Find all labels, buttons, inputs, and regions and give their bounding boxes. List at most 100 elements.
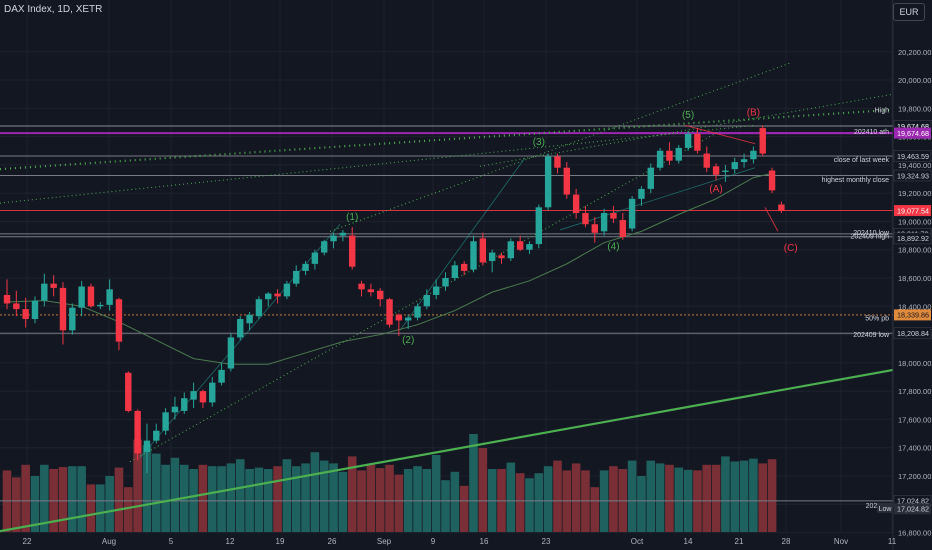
candle-body (507, 241, 515, 259)
volume-bar (40, 464, 49, 532)
candle-body (526, 244, 533, 250)
candle-body (367, 289, 375, 293)
candle-body (31, 300, 39, 320)
volume-bar (543, 466, 553, 532)
candle-body (265, 293, 272, 300)
trendline (0, 108, 894, 171)
volume-bar (441, 480, 450, 532)
candle-body (414, 306, 421, 318)
price-tag-bg (894, 309, 931, 321)
trendline (0, 124, 756, 204)
candle-body (293, 270, 300, 284)
candle-body (778, 204, 785, 211)
x-tick-label: 5 (169, 537, 174, 546)
candle-body (591, 224, 598, 233)
trendline (399, 157, 526, 331)
volume-bar (273, 466, 282, 532)
low-badge: Low (879, 506, 893, 513)
currency-button[interactable]: EUR (893, 3, 925, 21)
x-tick-label: 14 (684, 537, 693, 546)
volume-bar (646, 460, 656, 532)
volume-bar (702, 464, 712, 532)
volume-bar (394, 474, 404, 532)
wave-labels: (1) (2) (3) (4) (5) (A) (B) (C) (346, 107, 798, 346)
volume-bar (385, 464, 394, 532)
level-annotation: 202409 high (850, 234, 889, 241)
volume-bar (329, 463, 338, 532)
y-tick-label: 17,800.00 (898, 387, 931, 396)
price-tag: 17,024.82 (897, 497, 929, 506)
candle-body (451, 265, 459, 279)
candle-body (22, 309, 29, 320)
x-tick-label: Oct (631, 537, 644, 546)
candle-body (330, 235, 337, 242)
candle-body (3, 294, 11, 304)
candle-body (432, 286, 440, 295)
y-tick-label: 18,600.00 (898, 274, 931, 283)
candle-body (13, 303, 20, 310)
trendline (684, 124, 756, 145)
candle-body (321, 241, 328, 253)
wave-label: (3) (533, 137, 545, 148)
y-tick-label: 18,400.00 (898, 302, 931, 311)
trendlines (0, 62, 894, 533)
candle-body (759, 128, 766, 154)
y-tick-label: 17,600.00 (898, 415, 931, 424)
candle-body (656, 150, 664, 168)
volume-bar (534, 473, 544, 532)
volume-bar (254, 467, 264, 532)
level-annotation: close of last week (834, 157, 890, 164)
volume-bar (515, 473, 525, 532)
x-tick-label: 28 (782, 537, 791, 546)
volume-bar (553, 460, 562, 532)
volume-bars (2, 434, 777, 532)
volume-bar (151, 453, 161, 532)
volume-bar (711, 464, 721, 532)
candle-body (712, 166, 720, 175)
price-tag: 19,324.93 (897, 171, 929, 180)
volume-bar (235, 459, 245, 532)
candle-body (647, 167, 654, 189)
volume-bar (655, 463, 665, 532)
price-tag: 18,892.92 (897, 234, 929, 243)
candle-body (274, 293, 281, 297)
candle-body (554, 156, 561, 168)
volume-bar (226, 463, 236, 532)
volume-bar (338, 471, 348, 532)
candle-body (78, 286, 85, 308)
candle-body (59, 287, 67, 331)
level-annotation: highest monthly close (822, 177, 889, 184)
candle-body (722, 170, 729, 172)
candle-body (171, 406, 179, 413)
volume-bar (86, 484, 96, 532)
price-tag: 17,024.82 (897, 505, 929, 514)
price-tag: 19,463.59 (897, 152, 929, 161)
wave-label: (4) (607, 242, 619, 253)
y-tick-label: 19,800.00 (898, 104, 931, 113)
volume-bar (413, 466, 422, 532)
candle-body (572, 194, 580, 213)
candle-body (750, 150, 757, 160)
price-tag: 19,674.68 (897, 129, 929, 138)
candle-body (283, 283, 291, 297)
x-tick-label: 12 (226, 537, 235, 546)
x-tick-label: 22 (23, 537, 32, 546)
price-tag-bg (894, 127, 931, 139)
chart-title: DAX Index, 1D, XETR (4, 4, 103, 15)
volume-bar (310, 452, 320, 532)
volume-bar (739, 460, 749, 532)
price-tag-bg (893, 232, 932, 245)
wave-label: (A) (709, 184, 722, 195)
candle-body (479, 238, 487, 263)
volume-bar (525, 478, 534, 532)
price-tag-bg (893, 150, 932, 162)
candle-body (684, 133, 692, 148)
y-tick-label: 16,800.00 (898, 529, 931, 538)
candle-body (50, 283, 57, 288)
y-tick-label: 20,200.00 (898, 48, 931, 57)
volume-bar (282, 459, 292, 532)
candle-body (311, 252, 319, 264)
y-tick-label: 20,000.00 (898, 76, 931, 85)
volume-bar (749, 458, 758, 532)
